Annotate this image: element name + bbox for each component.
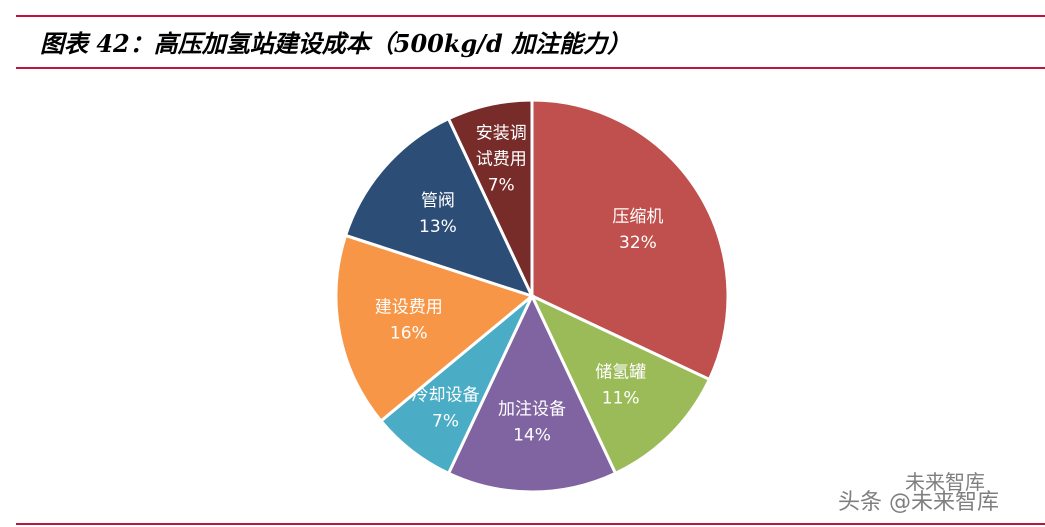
slice-label: 压缩机 32% [612,207,663,253]
slice-percent: 16% [390,324,428,344]
pie-slice [343,116,535,299]
title-top-rule [16,15,1045,17]
pie-slice [334,233,536,424]
slice-name: 试费用 [476,149,527,169]
pie-slice [528,292,712,476]
slice-name: 冷却设备 [412,386,480,406]
slice-name: 压缩机 [612,207,663,227]
slice-percent: 11% [602,389,640,409]
slice-name: 建设费用 [375,298,443,318]
slice-name: 加注设备 [498,399,566,419]
slice-percent: 13% [419,217,457,237]
slice-name: 安装调 [476,123,527,143]
slice-label: 冷却设备 7% [412,386,480,432]
slice-name: 管阀 [421,191,455,211]
slice-name: 储氢罐 [595,363,646,383]
slice-label: 加注设备 14% [498,399,566,445]
slice-percent: 7% [432,412,459,432]
pie-slice [530,98,730,382]
title-bottom-rule [16,67,1045,69]
chart-title: 图表 42：高压加氢站建设成本（500kg/d 加注能力） [40,29,632,58]
slice-label: 建设费用 16% [375,298,443,344]
slice-label: 储氢罐 11% [595,363,646,409]
slice-percent: 14% [513,425,551,445]
pie-slice [446,98,534,297]
slice-label: 安装调试费用 7% [476,123,527,195]
bottom-rule [16,523,1045,525]
pie-slice [446,292,618,494]
slice-percent: 7% [488,175,515,195]
slice-percent: 32% [619,233,657,253]
watermark-line2: 头条 @未来智库 [838,490,999,515]
watermark-line1: 未来智库 [905,470,985,494]
slice-label: 管阀 13% [419,191,457,237]
